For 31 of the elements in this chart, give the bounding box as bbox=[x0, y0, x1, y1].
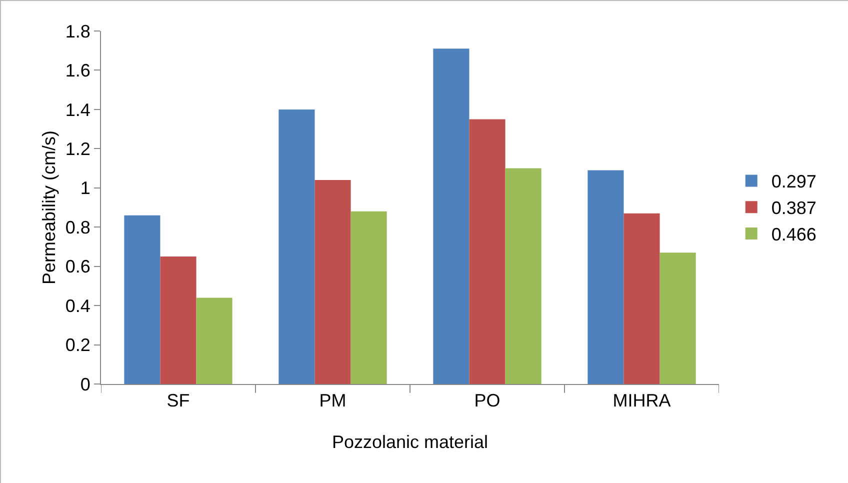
x-tick-label: MIHRA bbox=[612, 390, 671, 411]
bar bbox=[278, 109, 315, 384]
bar bbox=[469, 119, 506, 384]
bar bbox=[160, 256, 196, 384]
y-tick-label: 1.6 bbox=[65, 60, 90, 81]
bar bbox=[588, 170, 624, 384]
y-tick-label: 0.4 bbox=[65, 296, 90, 316]
x-axis-title: Pozzolanic material bbox=[332, 432, 488, 452]
bar bbox=[660, 252, 696, 384]
bar bbox=[624, 213, 660, 384]
y-tick-label: 1.4 bbox=[65, 100, 90, 120]
x-tick-label: SF bbox=[166, 390, 190, 411]
y-tick-label: 0.8 bbox=[65, 217, 90, 238]
bar bbox=[433, 48, 470, 384]
bar bbox=[196, 298, 232, 384]
bar bbox=[505, 168, 542, 384]
bar bbox=[314, 180, 351, 384]
bar bbox=[124, 215, 160, 384]
y-tick-label: 1.8 bbox=[65, 21, 90, 42]
x-tick-label: PM bbox=[319, 390, 346, 411]
legend-label: 0.387 bbox=[771, 198, 816, 218]
y-tick-label: 0.2 bbox=[65, 335, 90, 356]
y-axis-title: Permeability (cm/s) bbox=[39, 130, 59, 285]
bar bbox=[350, 211, 387, 384]
y-tick-label: 1.2 bbox=[65, 138, 90, 159]
y-tick-label: 0 bbox=[80, 374, 90, 394]
y-tick-label: 1 bbox=[80, 178, 90, 198]
y-tick-label: 0.6 bbox=[65, 256, 90, 277]
legend-label: 0.466 bbox=[771, 224, 816, 245]
x-tick-label: PO bbox=[474, 390, 500, 411]
legend-label: 0.297 bbox=[771, 172, 816, 192]
